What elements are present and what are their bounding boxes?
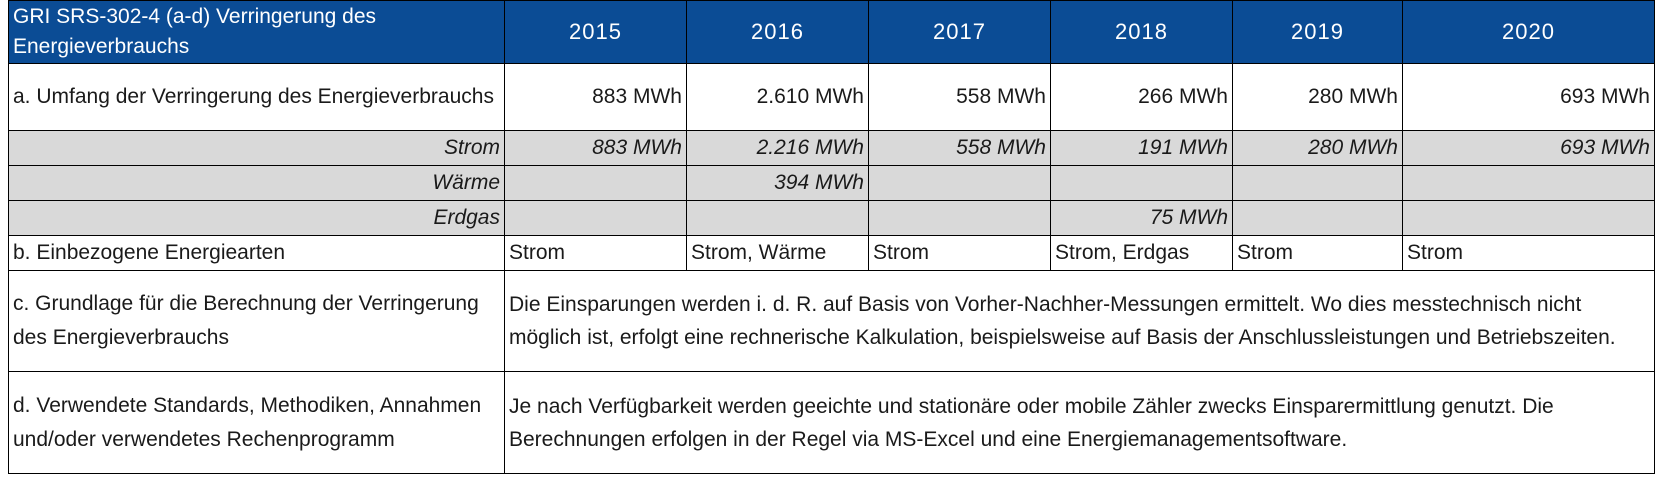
row-reduction-total: a. Umfang der Verringerung des Energieve… bbox=[8, 63, 1655, 131]
value-cell bbox=[868, 165, 1051, 201]
value-cell bbox=[1232, 200, 1403, 236]
value-cell: 280 MWh bbox=[1232, 130, 1403, 166]
row-label: Wärme bbox=[8, 165, 505, 201]
value-cell bbox=[868, 200, 1051, 236]
value-cell: 2.610 MWh bbox=[686, 63, 869, 131]
row-standards: d. Verwendete Standards, Methodiken, Ann… bbox=[8, 371, 1655, 474]
value-cell: Strom bbox=[868, 235, 1051, 271]
value-cell bbox=[1402, 200, 1655, 236]
year-header: 2016 bbox=[686, 0, 869, 64]
value-cell bbox=[504, 200, 687, 236]
year-header: 2019 bbox=[1232, 0, 1403, 64]
value-cell: 883 MWh bbox=[504, 63, 687, 131]
value-cell: 883 MWh bbox=[504, 130, 687, 166]
value-cell: 558 MWh bbox=[868, 130, 1051, 166]
value-cell bbox=[1232, 165, 1403, 201]
row-strom: Strom 883 MWh 2.216 MWh 558 MWh 191 MWh … bbox=[8, 130, 1655, 166]
row-label: c. Grundlage für die Berechnung der Verr… bbox=[8, 270, 505, 372]
value-cell: 693 MWh bbox=[1402, 63, 1655, 131]
value-cell: 693 MWh bbox=[1402, 130, 1655, 166]
value-cell: 558 MWh bbox=[868, 63, 1051, 131]
value-cell bbox=[686, 200, 869, 236]
value-cell: 75 MWh bbox=[1050, 200, 1233, 236]
gri-energy-reduction-table: GRI SRS-302-4 (a-d) Verringerung des Ene… bbox=[8, 0, 1655, 474]
row-label: d. Verwendete Standards, Methodiken, Ann… bbox=[8, 371, 505, 474]
value-cell bbox=[1402, 165, 1655, 201]
value-cell bbox=[504, 165, 687, 201]
row-energy-types: b. Einbezogene Energiearten Strom Strom,… bbox=[8, 235, 1655, 271]
value-cell: Strom, Erdgas bbox=[1050, 235, 1233, 271]
value-cell: 191 MWh bbox=[1050, 130, 1233, 166]
value-cell: Strom, Wärme bbox=[686, 235, 869, 271]
value-cell: 266 MWh bbox=[1050, 63, 1233, 131]
year-header: 2020 bbox=[1402, 0, 1655, 64]
year-header: 2017 bbox=[868, 0, 1051, 64]
year-header: 2015 bbox=[504, 0, 687, 64]
year-header: 2018 bbox=[1050, 0, 1233, 64]
description-cell: Je nach Verfügbarkeit werden geeichte un… bbox=[504, 371, 1655, 474]
header-row: GRI SRS-302-4 (a-d) Verringerung des Ene… bbox=[8, 0, 1655, 64]
row-label: a. Umfang der Verringerung des Energieve… bbox=[8, 63, 505, 131]
value-cell: 280 MWh bbox=[1232, 63, 1403, 131]
description-cell: Die Einsparungen werden i. d. R. auf Bas… bbox=[504, 270, 1655, 372]
row-erdgas: Erdgas 75 MWh bbox=[8, 200, 1655, 236]
value-cell: Strom bbox=[1402, 235, 1655, 271]
row-label: Erdgas bbox=[8, 200, 505, 236]
value-cell: Strom bbox=[1232, 235, 1403, 271]
value-cell: 2.216 MWh bbox=[686, 130, 869, 166]
row-label: Strom bbox=[8, 130, 505, 166]
value-cell: Strom bbox=[504, 235, 687, 271]
value-cell bbox=[1050, 165, 1233, 201]
value-cell: 394 MWh bbox=[686, 165, 869, 201]
row-waerme: Wärme 394 MWh bbox=[8, 165, 1655, 201]
table-title: GRI SRS-302-4 (a-d) Verringerung des Ene… bbox=[8, 0, 505, 64]
row-label: b. Einbezogene Energiearten bbox=[8, 235, 505, 271]
row-calculation-basis: c. Grundlage für die Berechnung der Verr… bbox=[8, 270, 1655, 372]
